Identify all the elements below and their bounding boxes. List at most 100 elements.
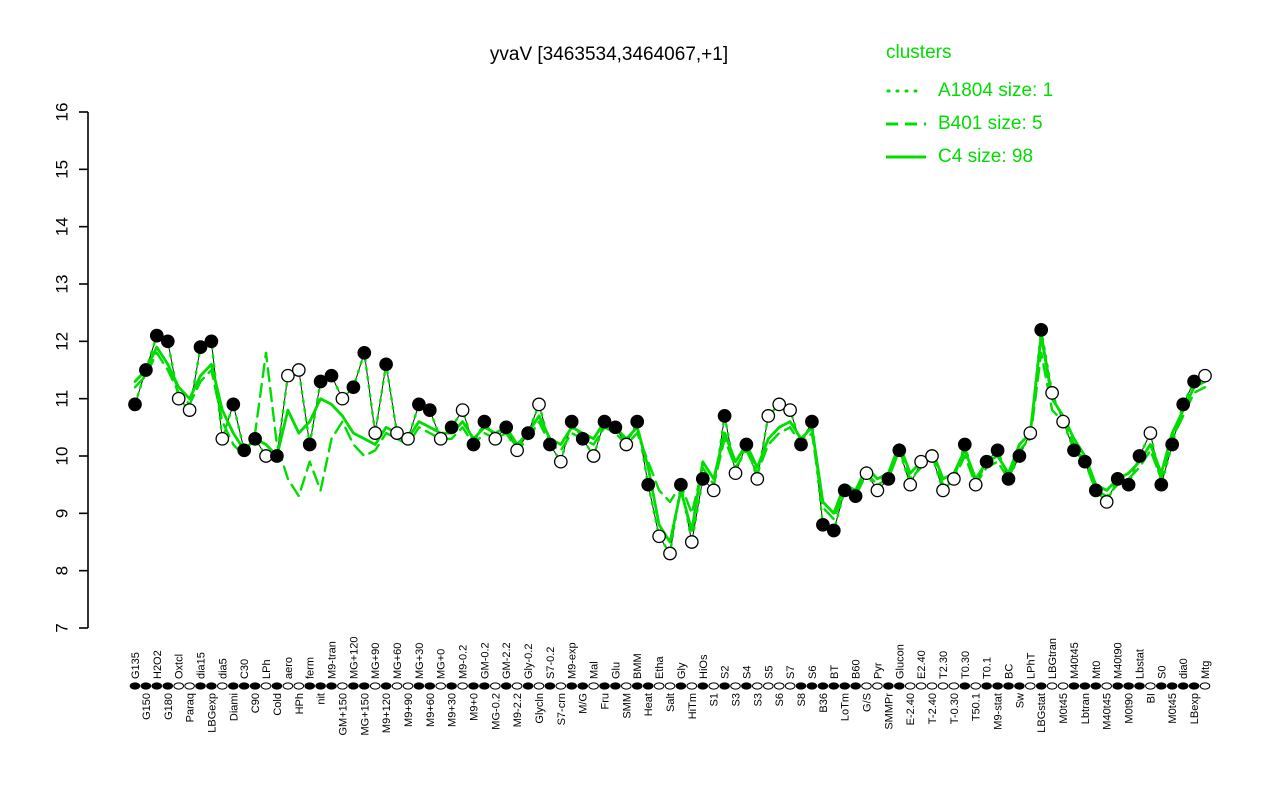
x-axis-label: M9-2.2 xyxy=(512,693,524,727)
data-point xyxy=(1198,368,1212,383)
data-point xyxy=(553,454,568,469)
x-axis-marker xyxy=(1079,682,1091,690)
x-axis-label: MG+0 xyxy=(436,649,448,679)
data-point xyxy=(390,426,404,440)
data-point xyxy=(1056,414,1070,429)
data-point xyxy=(1034,323,1049,337)
x-axis-label: G/S xyxy=(862,693,874,712)
data-point xyxy=(1165,437,1180,452)
data-point xyxy=(564,414,579,429)
x-axis-label: E-2.40 xyxy=(905,693,917,725)
data-point xyxy=(870,483,885,498)
x-axis-label: H2O2 xyxy=(152,650,164,679)
x-axis-marker xyxy=(522,682,534,690)
x-axis-marker xyxy=(369,682,381,690)
data-point xyxy=(433,431,448,446)
legend-entry-a1804: A1804 size: 1 xyxy=(886,74,1053,107)
cluster-line-a1804 xyxy=(133,328,1207,555)
data-point xyxy=(936,483,950,498)
x-axis-label: M9-stat xyxy=(993,693,1005,730)
x-axis-marker xyxy=(1123,682,1134,690)
x-axis-label: LPhT xyxy=(1025,652,1037,679)
x-axis-label: Pyr xyxy=(872,662,884,679)
data-point xyxy=(608,420,623,435)
x-axis-label: C90 xyxy=(250,693,262,713)
data-point xyxy=(160,334,175,349)
x-axis-label: HiTm xyxy=(687,693,699,719)
data-point xyxy=(957,437,972,452)
dotted-line-icon xyxy=(886,89,926,92)
x-axis-label: S3 xyxy=(731,693,743,706)
data-point xyxy=(477,414,492,429)
x-axis-label: M40t45 xyxy=(1102,693,1114,730)
x-axis-label: G135 xyxy=(130,652,142,679)
data-point xyxy=(543,437,557,452)
x-axis-marker xyxy=(129,682,141,690)
x-axis-marker xyxy=(948,682,960,690)
x-axis-marker xyxy=(806,682,818,690)
x-axis-label: Glycln xyxy=(534,693,546,724)
x-axis-marker xyxy=(1046,682,1058,690)
x-axis-marker xyxy=(664,682,676,690)
data-point xyxy=(1001,472,1016,486)
data-point xyxy=(149,328,164,343)
data-point xyxy=(226,397,241,412)
x-axis-marker xyxy=(675,682,687,690)
x-axis-marker xyxy=(457,682,468,690)
data-point xyxy=(466,437,481,452)
x-axis-marker xyxy=(730,682,741,690)
x-axis-label: G180 xyxy=(163,693,175,720)
x-axis-label: Glucon xyxy=(894,644,906,679)
x-axis-label: M9+60 xyxy=(425,693,437,727)
data-point xyxy=(412,397,426,412)
x-axis-marker xyxy=(228,682,239,690)
x-axis-marker xyxy=(304,682,316,690)
x-axis-label: M0t45 xyxy=(1058,693,1070,724)
data-point xyxy=(586,449,601,463)
legend-entry-label: B401 size: 5 xyxy=(938,112,1043,134)
x-axis-label: M9-tran xyxy=(327,641,339,679)
x-axis-label: T-2.40 xyxy=(927,693,939,724)
data-point xyxy=(739,437,754,452)
x-axis-marker xyxy=(752,682,763,690)
x-axis-label: Gly xyxy=(676,662,688,679)
y-axis-tick-label: 12 xyxy=(53,332,72,351)
data-point xyxy=(706,483,721,498)
legend-entry-label: C4 size: 98 xyxy=(938,145,1034,167)
data-point xyxy=(1176,397,1191,412)
y-axis-tick-label: 16 xyxy=(53,103,72,122)
data-point xyxy=(652,529,666,544)
data-point xyxy=(1012,449,1027,463)
x-axis-label: T0.1 xyxy=(982,657,994,679)
data-point xyxy=(859,466,874,481)
data-point xyxy=(499,420,514,435)
x-axis-label: Lbstat xyxy=(1135,649,1147,679)
data-point xyxy=(1099,495,1114,509)
x-axis-marker xyxy=(402,682,414,690)
data-point xyxy=(1121,477,1136,492)
x-axis-label: S4 xyxy=(741,666,753,679)
x-axis-marker xyxy=(151,682,163,690)
data-point xyxy=(1078,454,1092,469)
data-point xyxy=(1187,374,1201,389)
x-axis-label: GM-0.2 xyxy=(479,642,491,679)
data-point xyxy=(302,437,317,452)
x-axis-marker xyxy=(631,682,643,690)
x-axis-label: Paraq xyxy=(185,693,197,722)
x-axis-marker xyxy=(468,682,479,690)
data-point xyxy=(903,477,918,492)
x-axis-marker xyxy=(511,682,523,690)
data-point xyxy=(761,409,776,423)
data-point xyxy=(270,449,284,463)
x-axis-label: dia5 xyxy=(217,658,229,679)
x-axis-label: T50.1 xyxy=(971,693,983,721)
x-axis-marker xyxy=(413,682,425,690)
data-point xyxy=(728,466,743,481)
data-point xyxy=(379,357,393,372)
x-axis-label: Mtg xyxy=(1200,661,1212,679)
x-axis-label: BMM xyxy=(632,653,644,679)
data-point xyxy=(641,477,656,492)
x-axis-marker xyxy=(1188,682,1200,690)
